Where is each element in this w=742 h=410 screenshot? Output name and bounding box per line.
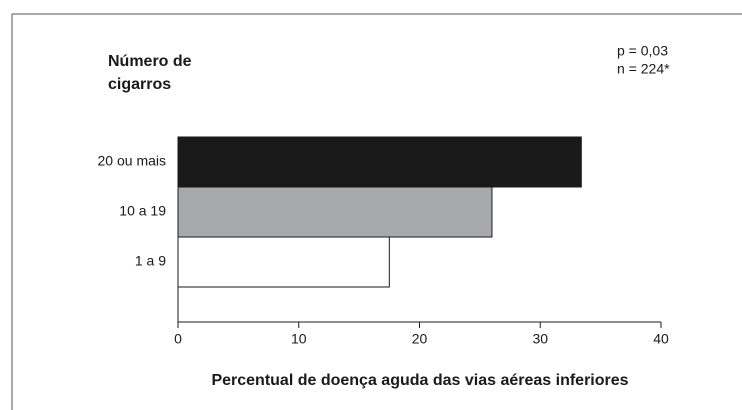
x-tick-label: 30 xyxy=(532,331,548,347)
x-tick-label: 40 xyxy=(653,331,669,347)
x-tick-label: 0 xyxy=(174,331,182,347)
x-tick-label: 20 xyxy=(412,331,428,347)
y-tick-label: 20 ou mais xyxy=(98,153,166,169)
x-axis-title: Percentual de doença aguda das vias aére… xyxy=(211,372,628,389)
x-tick-label: 10 xyxy=(291,331,307,347)
bar xyxy=(177,136,582,188)
y-tick-label: 10 a 19 xyxy=(119,203,166,219)
annotation: p = 0,03 xyxy=(617,43,668,59)
y-axis-title: Número de xyxy=(108,53,192,70)
y-axis-title: cigarros xyxy=(108,76,171,93)
annotation: n = 224* xyxy=(617,61,670,77)
y-tick-label: 1 a 9 xyxy=(135,253,166,269)
bar xyxy=(177,236,390,288)
bar xyxy=(177,186,493,238)
